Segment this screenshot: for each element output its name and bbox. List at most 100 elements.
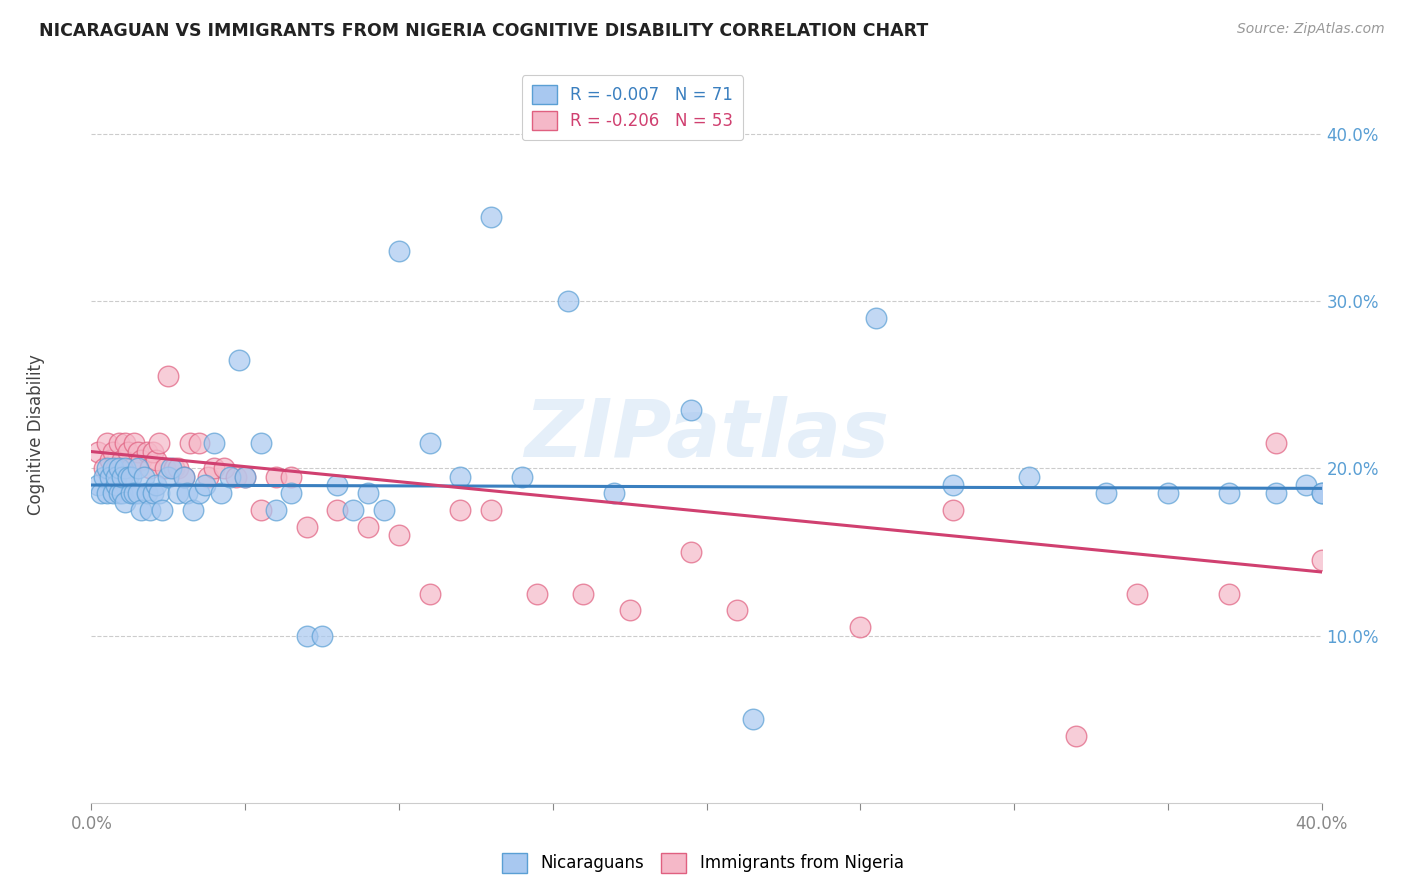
Point xyxy=(1218,587,1240,601)
Point xyxy=(93,461,115,475)
Point xyxy=(105,461,127,475)
Point xyxy=(153,461,177,475)
Point xyxy=(142,486,165,500)
Point xyxy=(373,503,395,517)
Point xyxy=(280,486,302,500)
Point xyxy=(120,486,142,500)
Point xyxy=(1218,486,1240,500)
Point xyxy=(101,461,124,475)
Point xyxy=(86,444,108,458)
Point xyxy=(148,436,170,450)
Point xyxy=(1264,436,1286,450)
Point xyxy=(1126,587,1149,601)
Point xyxy=(101,444,124,458)
Point xyxy=(1310,486,1333,500)
Point xyxy=(101,486,124,500)
Point xyxy=(173,469,195,483)
Point xyxy=(725,603,748,617)
Point xyxy=(166,486,188,500)
Point xyxy=(173,469,195,483)
Point xyxy=(163,461,186,475)
Point xyxy=(572,587,595,601)
Point xyxy=(135,486,157,500)
Point xyxy=(228,352,250,367)
Legend: R = -0.007   N = 71, R = -0.206   N = 53: R = -0.007 N = 71, R = -0.206 N = 53 xyxy=(522,75,744,140)
Point xyxy=(90,486,112,500)
Point xyxy=(108,461,131,475)
Point xyxy=(942,503,965,517)
Point xyxy=(1264,486,1286,500)
Point xyxy=(865,310,887,325)
Point xyxy=(148,486,170,500)
Point xyxy=(142,444,165,458)
Point xyxy=(419,587,441,601)
Point xyxy=(510,469,533,483)
Point xyxy=(127,444,149,458)
Point xyxy=(117,444,139,458)
Point xyxy=(218,469,240,483)
Point xyxy=(326,478,349,492)
Point xyxy=(280,469,302,483)
Point xyxy=(1095,486,1118,500)
Point xyxy=(93,469,115,483)
Point xyxy=(526,587,548,601)
Point xyxy=(129,453,152,467)
Point xyxy=(166,461,188,475)
Text: NICARAGUAN VS IMMIGRANTS FROM NIGERIA COGNITIVE DISABILITY CORRELATION CHART: NICARAGUAN VS IMMIGRANTS FROM NIGERIA CO… xyxy=(39,22,928,40)
Point xyxy=(849,620,872,634)
Point xyxy=(249,503,271,517)
Point xyxy=(96,461,118,475)
Point xyxy=(117,469,139,483)
Point xyxy=(120,461,142,475)
Point xyxy=(249,436,271,450)
Point xyxy=(264,503,287,517)
Point xyxy=(233,469,256,483)
Point xyxy=(139,503,162,517)
Point xyxy=(202,436,225,450)
Point xyxy=(114,495,136,509)
Point xyxy=(603,486,626,500)
Point xyxy=(388,528,411,542)
Point xyxy=(212,461,235,475)
Point xyxy=(1157,486,1180,500)
Point xyxy=(1310,486,1333,500)
Point xyxy=(111,453,134,467)
Point xyxy=(449,469,471,483)
Point xyxy=(127,486,149,500)
Point xyxy=(150,503,173,517)
Point xyxy=(326,503,349,517)
Point xyxy=(145,478,167,492)
Point xyxy=(160,461,183,475)
Point xyxy=(188,436,211,450)
Point xyxy=(1064,729,1087,743)
Point xyxy=(111,469,134,483)
Text: Cognitive Disability: Cognitive Disability xyxy=(27,354,45,516)
Point xyxy=(741,712,763,726)
Point xyxy=(197,469,219,483)
Point xyxy=(1295,478,1317,492)
Point xyxy=(98,453,121,467)
Point xyxy=(295,520,318,534)
Legend: Nicaraguans, Immigrants from Nigeria: Nicaraguans, Immigrants from Nigeria xyxy=(496,847,910,880)
Point xyxy=(120,469,142,483)
Point xyxy=(681,545,703,559)
Point xyxy=(135,444,157,458)
Point xyxy=(225,469,247,483)
Point xyxy=(479,503,502,517)
Point xyxy=(179,436,201,450)
Point xyxy=(619,603,641,617)
Point xyxy=(388,244,411,258)
Point xyxy=(209,486,232,500)
Point xyxy=(449,503,471,517)
Point xyxy=(181,503,204,517)
Point xyxy=(108,436,131,450)
Point xyxy=(124,436,146,450)
Point xyxy=(96,486,118,500)
Point xyxy=(139,461,162,475)
Point xyxy=(124,486,146,500)
Point xyxy=(295,628,318,642)
Point xyxy=(108,486,131,500)
Point xyxy=(942,478,965,492)
Point xyxy=(105,469,127,483)
Point xyxy=(105,478,127,492)
